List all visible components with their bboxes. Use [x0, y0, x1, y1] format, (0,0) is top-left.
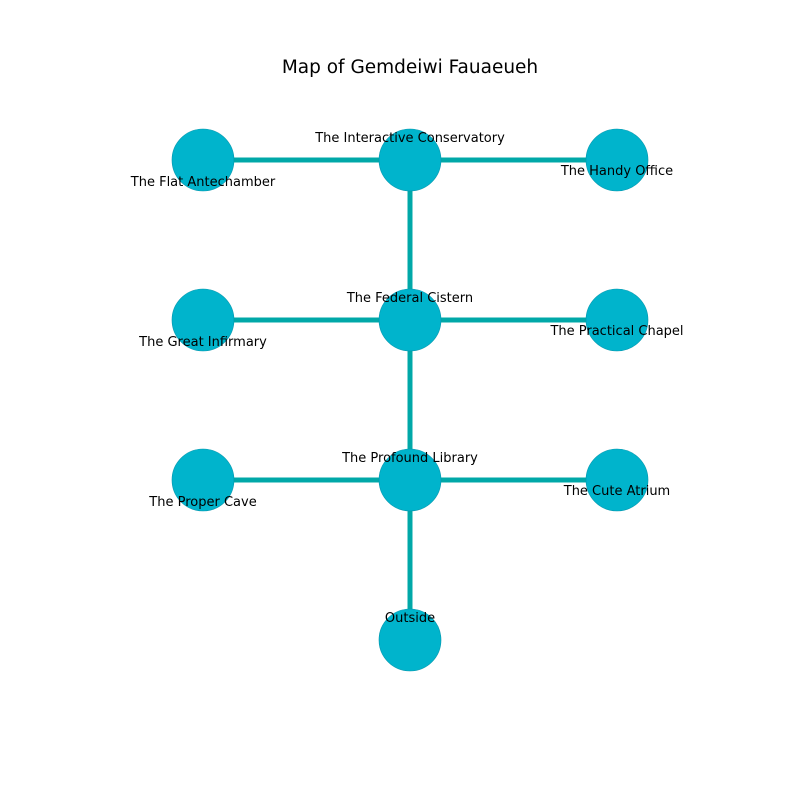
rooms-layer — [171, 128, 649, 672]
room-node-outside — [378, 608, 442, 672]
room-label-handy-office: The Handy Office — [560, 164, 673, 179]
room-node-federal-cistern — [378, 288, 442, 352]
connections-layer — [203, 157, 617, 640]
room-label-practical-chapel: The Practical Chapel — [549, 324, 683, 339]
room-node-practical-chapel — [585, 288, 649, 352]
room-node-profound-library — [378, 448, 442, 512]
room-labels-layer: The Flat Antechamber The Interactive Cons… — [130, 131, 684, 626]
room-label-flat-antechamber: The Flat Antechamber — [130, 175, 276, 190]
room-label-great-infirmary: The Great Infirmary — [138, 335, 267, 350]
room-node-proper-cave — [171, 448, 235, 512]
room-label-profound-library: The Profound Library — [341, 451, 478, 466]
room-node-great-infirmary — [171, 288, 235, 352]
room-node-flat-antechamber — [171, 128, 235, 192]
room-label-federal-cistern: The Federal Cistern — [346, 291, 473, 306]
room-node-interactive-conservatory — [378, 128, 442, 192]
room-node-cute-atrium — [585, 448, 649, 512]
room-node-handy-office — [585, 128, 649, 192]
room-label-cute-atrium: The Cute Atrium — [563, 484, 670, 499]
room-label-interactive-conservatory: The Interactive Conservatory — [314, 131, 505, 146]
room-label-outside: Outside — [385, 611, 435, 626]
room-label-proper-cave: The Proper Cave — [148, 495, 256, 510]
map-title: Map of Gemdeiwi Fauaeueh — [282, 57, 538, 78]
